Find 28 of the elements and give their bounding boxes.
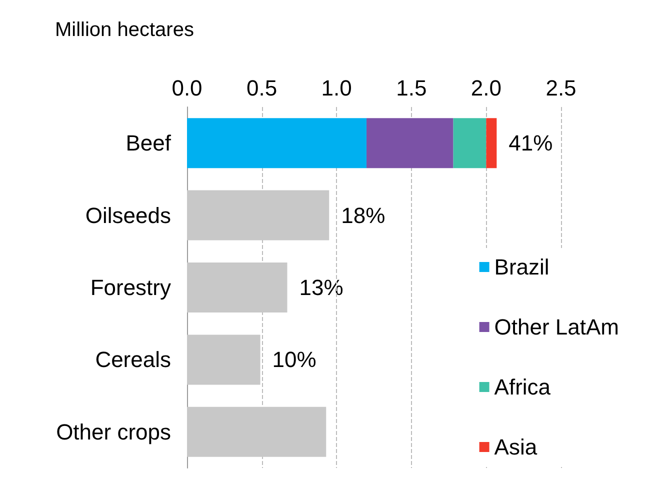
x-tick-label: 2.5 [546, 76, 576, 100]
x-tick-label: 0.0 [172, 76, 202, 100]
bar [486, 118, 497, 168]
bar [187, 190, 330, 240]
y-tick-label: Forestry [90, 275, 171, 300]
bar [187, 262, 288, 312]
y-tick-label: Other crops [56, 419, 171, 444]
x-axis-title: Million hectares [55, 19, 194, 41]
bar [453, 118, 486, 168]
annotation: 10% [272, 347, 316, 372]
annotation: 18% [341, 202, 386, 228]
x-tick-label: 0.5 [246, 76, 278, 100]
y-tick-label: Cereals [95, 347, 171, 372]
x-tick-label: 1.0 [321, 76, 352, 100]
annotation: 13% [299, 275, 344, 300]
legend-label: Asia [494, 434, 538, 460]
y-tick-label: Oilseeds [85, 202, 171, 228]
x-tick-label: 2.0 [470, 76, 502, 100]
x-tick-label: 1.5 [396, 76, 427, 100]
bar [366, 118, 454, 168]
bar [187, 334, 260, 385]
bar [187, 118, 367, 168]
y-tick-label: Beef [126, 130, 172, 156]
legend-label: Other LatAm [494, 314, 619, 340]
annotation: 41% [508, 130, 553, 156]
legend-label: Africa [494, 374, 552, 400]
bar [187, 406, 326, 457]
legend-label: Brazil [494, 254, 550, 280]
